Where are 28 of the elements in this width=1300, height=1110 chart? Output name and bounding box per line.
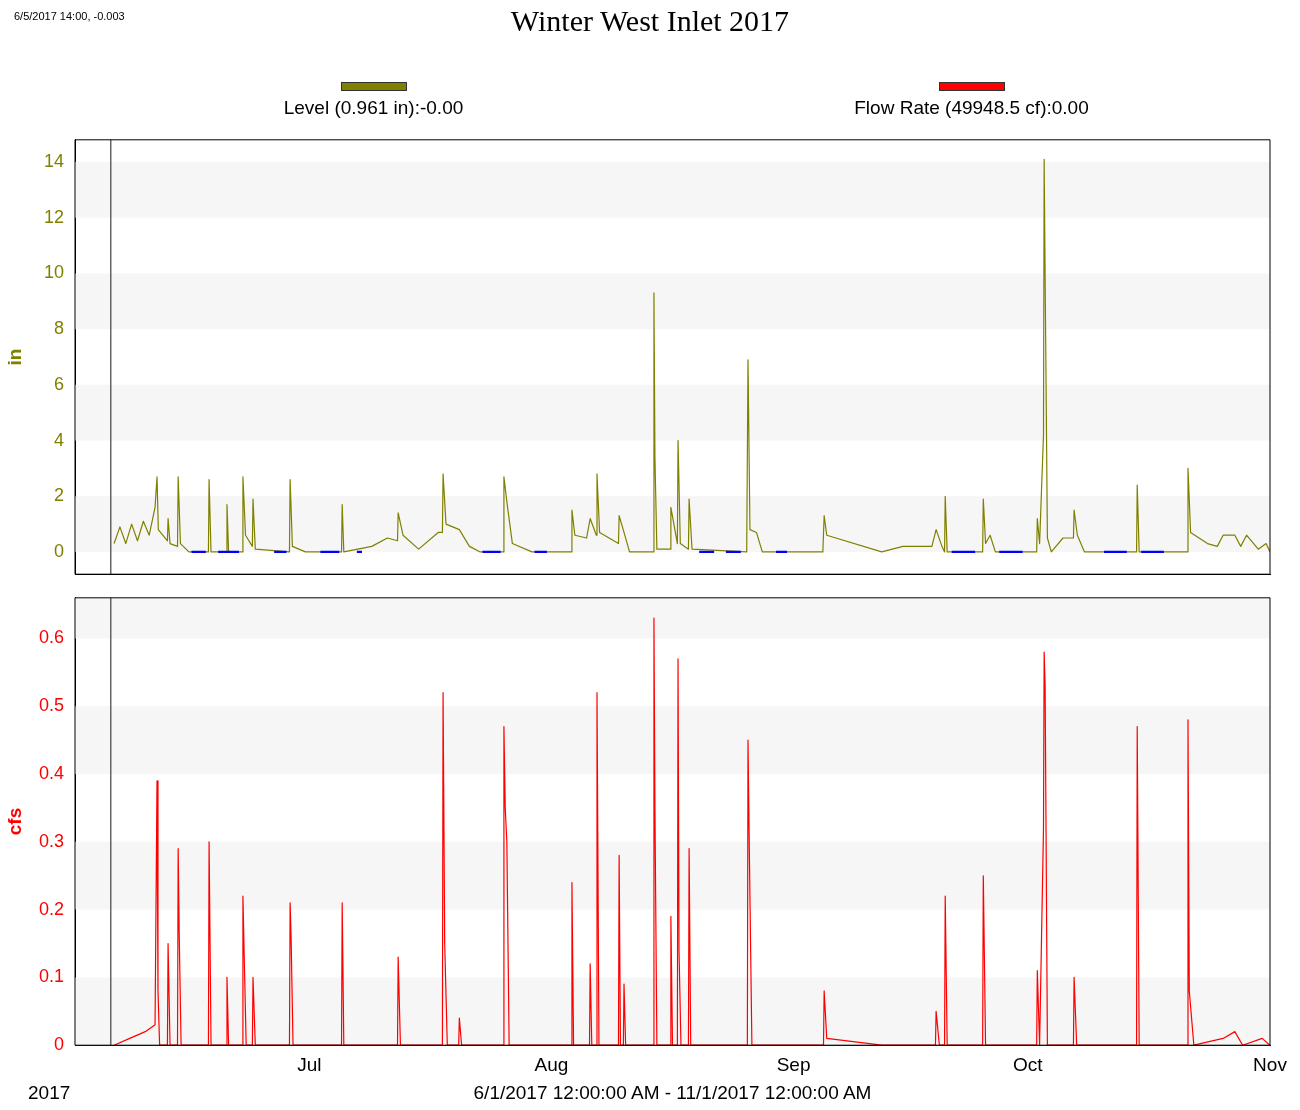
x-tick-label: Sep (776, 1053, 811, 1075)
y-tick-label: 10 (43, 262, 64, 283)
y-tick-label: 6 (53, 373, 64, 394)
y-tick-label: 0.1 (38, 966, 64, 987)
y-tick-label: 0.4 (38, 763, 64, 784)
y-tick-label: 4 (53, 429, 64, 450)
text: 2017 (28, 1082, 71, 1104)
y-tick-label: 12 (43, 206, 64, 227)
legend-label: Level (0.961 in):-0.00 (282, 97, 465, 119)
y-axis-title: cfs (3, 807, 25, 836)
x-tick-label: Jul (297, 1053, 322, 1075)
text: 6/5/2017 14:00, -0.003 (14, 10, 125, 22)
x-tick-label: Oct (1013, 1053, 1044, 1075)
y-tick-label: 0 (53, 1034, 64, 1055)
y-axis-title: in (3, 348, 25, 366)
text: 6/1/2017 12:00:00 AM - 11/1/2017 12:00:00 AM (473, 1082, 872, 1103)
y-tick-label: 0 (53, 540, 64, 561)
chart-title: Winter West Inlet 2017 (510, 4, 790, 37)
y-tick-label: 0.5 (38, 695, 64, 716)
y-tick-label: 0.3 (38, 830, 64, 851)
x-tick-label: Nov (1253, 1053, 1288, 1075)
legend-label: Flow Rate (49948.5 cf):0.00 (853, 97, 1090, 119)
y-tick-label: 8 (53, 318, 64, 339)
x-tick-label: Aug (534, 1053, 569, 1075)
y-tick-label: 0.6 (38, 627, 64, 648)
y-tick-label: 0.2 (38, 898, 64, 919)
y-tick-label: 2 (53, 485, 64, 506)
y-tick-label: 14 (43, 151, 64, 172)
